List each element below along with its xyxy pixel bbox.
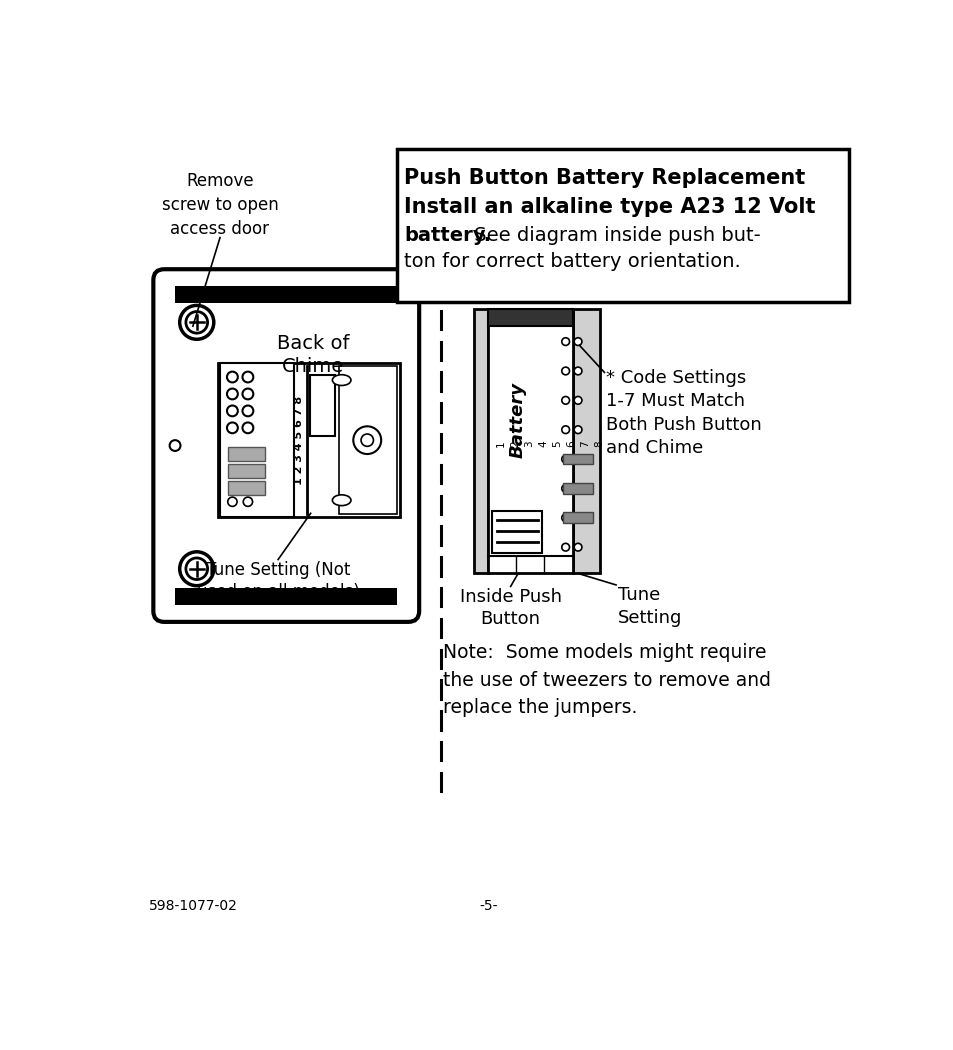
- Circle shape: [561, 456, 569, 463]
- Circle shape: [243, 497, 253, 506]
- Circle shape: [561, 368, 569, 375]
- Circle shape: [228, 497, 236, 506]
- Circle shape: [242, 422, 253, 434]
- Bar: [488, 310, 572, 327]
- Ellipse shape: [332, 375, 351, 385]
- Circle shape: [561, 485, 569, 492]
- Circle shape: [574, 513, 581, 522]
- Bar: [562, 512, 592, 523]
- Bar: [228, 447, 265, 461]
- Circle shape: [574, 397, 581, 404]
- Circle shape: [179, 552, 213, 586]
- Circle shape: [561, 338, 569, 345]
- Text: 598-1077-02: 598-1077-02: [149, 899, 237, 912]
- Text: Install an alkaline type A23 12 Volt: Install an alkaline type A23 12 Volt: [404, 196, 815, 217]
- Bar: [488, 310, 572, 572]
- Bar: [310, 375, 335, 437]
- Bar: [174, 588, 397, 605]
- Text: Inside Push
Button: Inside Push Button: [459, 588, 561, 628]
- Text: 1
2
3
4
5
6
7
8: 1 2 3 4 5 6 7 8: [496, 441, 603, 447]
- Bar: [220, 363, 294, 518]
- Circle shape: [561, 426, 569, 434]
- Text: Tune
Setting: Tune Setting: [617, 587, 681, 627]
- Circle shape: [574, 456, 581, 463]
- Circle shape: [353, 426, 381, 454]
- Circle shape: [186, 558, 208, 580]
- Text: Remove
screw to open
access door: Remove screw to open access door: [161, 172, 278, 237]
- Text: ton for correct battery orientation.: ton for correct battery orientation.: [404, 252, 740, 271]
- Circle shape: [227, 388, 237, 399]
- Circle shape: [574, 543, 581, 551]
- Circle shape: [242, 372, 253, 382]
- Bar: [228, 481, 265, 495]
- Text: Back of
Chime: Back of Chime: [276, 334, 349, 376]
- Text: 1 2 3 4 5 6 7 8: 1 2 3 4 5 6 7 8: [294, 396, 304, 485]
- FancyBboxPatch shape: [153, 269, 418, 622]
- Circle shape: [574, 426, 581, 434]
- Bar: [562, 483, 592, 493]
- Bar: [228, 464, 265, 478]
- Ellipse shape: [332, 495, 351, 506]
- Text: Battery: Battery: [508, 382, 526, 458]
- Circle shape: [170, 440, 180, 450]
- Circle shape: [227, 372, 237, 382]
- Circle shape: [561, 543, 569, 551]
- Bar: [492, 511, 542, 553]
- Circle shape: [179, 306, 213, 339]
- Text: Push Button Battery Replacement: Push Button Battery Replacement: [404, 168, 805, 188]
- Bar: [474, 310, 488, 572]
- Circle shape: [242, 405, 253, 416]
- Text: -5-: -5-: [479, 899, 497, 912]
- Bar: [218, 363, 399, 518]
- Circle shape: [561, 513, 569, 522]
- Circle shape: [574, 338, 581, 345]
- Text: See diagram inside push but-: See diagram inside push but-: [468, 226, 760, 245]
- Circle shape: [227, 422, 237, 434]
- Circle shape: [574, 485, 581, 492]
- Text: battery.: battery.: [404, 226, 491, 245]
- Circle shape: [574, 368, 581, 375]
- Circle shape: [561, 397, 569, 404]
- Circle shape: [186, 312, 208, 333]
- Bar: [174, 287, 397, 303]
- Circle shape: [360, 434, 373, 446]
- Text: Note:  Some models might require
the use of tweezers to remove and
replace the j: Note: Some models might require the use …: [443, 644, 770, 717]
- Bar: [396, 149, 848, 301]
- Circle shape: [242, 388, 253, 399]
- Bar: [338, 366, 396, 514]
- Text: Tune Setting (Not
used on all models): Tune Setting (Not used on all models): [196, 561, 359, 602]
- Bar: [572, 310, 599, 572]
- Bar: [562, 454, 592, 464]
- Text: * Code Settings
1-7 Must Match
Both Push Button
and Chime: * Code Settings 1-7 Must Match Both Push…: [605, 369, 760, 458]
- Circle shape: [227, 405, 237, 416]
